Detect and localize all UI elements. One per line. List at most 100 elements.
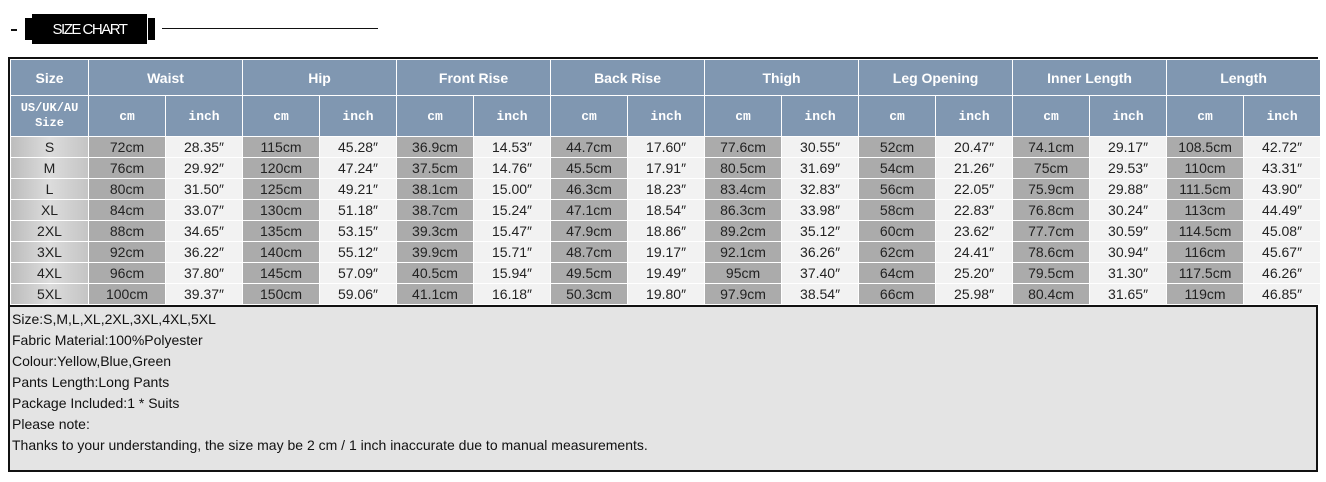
inch-cell: 22.05″ — [935, 178, 1014, 200]
inch-cell: 32.83″ — [781, 178, 860, 200]
cm-cell: 40.5cm — [396, 262, 475, 284]
size-cell: S — [10, 136, 89, 158]
unit-header-inch: inch — [164, 95, 244, 137]
cm-cell: 150cm — [242, 283, 321, 305]
inch-cell: 31.65″ — [1089, 283, 1168, 305]
inch-cell: 38.54″ — [781, 283, 860, 305]
inch-cell: 28.35″ — [164, 136, 244, 158]
product-notes: Size:S,M,L,XL,2XL,3XL,4XL,5XL Fabric Mate… — [10, 305, 1316, 456]
size-cell: 2XL — [10, 220, 89, 242]
cm-cell: 135cm — [242, 220, 321, 242]
cm-cell: 80.4cm — [1012, 283, 1091, 305]
note-line: Colour:Yellow,Blue,Green — [12, 353, 172, 369]
cm-cell: 47.1cm — [550, 199, 629, 221]
inch-cell: 36.22″ — [164, 241, 244, 263]
inch-cell: 35.12″ — [781, 220, 860, 242]
unit-header-row: US/UK/AU Size cm inch cm inch cm inch cm inch cm i… — [10, 95, 1322, 137]
unit-header-inch: inch — [781, 95, 860, 137]
cm-cell: 115cm — [242, 136, 321, 158]
cm-cell: 96cm — [88, 262, 166, 284]
inch-cell: 15.00″ — [473, 178, 552, 200]
inch-cell: 51.18″ — [319, 199, 398, 221]
unit-header-inch: inch — [935, 95, 1014, 137]
table-row: 3XL 92cm 36.22″ 140cm 55.12″ 39.9cm 15.71″ 48.7… — [10, 241, 1322, 263]
cm-cell: 49.5cm — [550, 262, 629, 284]
inch-cell: 37.80″ — [164, 262, 244, 284]
inch-cell: 39.37″ — [164, 283, 244, 305]
inch-cell: 29.88″ — [1089, 178, 1168, 200]
group-header-thigh: Thigh — [704, 59, 860, 96]
cm-cell: 79.5cm — [1012, 262, 1091, 284]
unit-header-inch: inch — [1089, 95, 1168, 137]
cm-cell: 36.9cm — [396, 136, 475, 158]
table-row: 2XL 88cm 34.65″ 135cm 53.15″ 39.3cm 15.47″ 47.9… — [10, 220, 1322, 242]
inch-cell: 19.17″ — [627, 241, 706, 263]
cm-cell: 37.5cm — [396, 157, 475, 179]
cm-cell: 39.3cm — [396, 220, 475, 242]
group-header-inner-length: Inner Length — [1012, 59, 1168, 96]
inch-cell: 45.67″ — [1243, 241, 1322, 263]
inch-cell: 31.69″ — [781, 157, 860, 179]
inch-cell: 21.26″ — [935, 157, 1014, 179]
cm-cell: 119cm — [1166, 283, 1245, 305]
unit-header-cm: cm — [704, 95, 783, 137]
inch-cell: 36.26″ — [781, 241, 860, 263]
inch-cell: 53.15″ — [319, 220, 398, 242]
table-row: 5XL 100cm 39.37″ 150cm 59.06″ 41.1cm 16.18″ 50.… — [10, 283, 1322, 305]
inch-cell: 15.94″ — [473, 262, 552, 284]
unit-header-cm: cm — [1166, 95, 1245, 137]
note-line: Size:S,M,L,XL,2XL,3XL,4XL,5XL — [12, 311, 216, 327]
cm-cell: 83.4cm — [704, 178, 783, 200]
inch-cell: 25.20″ — [935, 262, 1014, 284]
inch-cell: 30.94″ — [1089, 241, 1168, 263]
group-header-front-rise: Front Rise — [396, 59, 552, 96]
cm-cell: 38.7cm — [396, 199, 475, 221]
inch-cell: 22.83″ — [935, 199, 1014, 221]
cm-cell: 48.7cm — [550, 241, 629, 263]
inch-cell: 19.80″ — [627, 283, 706, 305]
banner-rule — [162, 28, 378, 29]
cm-cell: 92.1cm — [704, 241, 783, 263]
cm-cell: 100cm — [88, 283, 166, 305]
size-subheader-line2: Size — [35, 116, 64, 130]
cm-cell: 86.3cm — [704, 199, 783, 221]
size-cell: M — [10, 157, 89, 179]
cm-cell: 125cm — [242, 178, 321, 200]
cm-cell: 77.7cm — [1012, 220, 1091, 242]
cm-cell: 72cm — [88, 136, 166, 158]
cm-cell: 80cm — [88, 178, 166, 200]
inch-cell: 59.06″ — [319, 283, 398, 305]
group-header-back-rise: Back Rise — [550, 59, 706, 96]
inch-cell: 30.55″ — [781, 136, 860, 158]
inch-cell: 24.41″ — [935, 241, 1014, 263]
cm-cell: 52cm — [858, 136, 937, 158]
cm-cell: 88cm — [88, 220, 166, 242]
note-line: Please note: — [12, 416, 90, 432]
size-chart-frame: Size Waist Hip Front Rise Back Rise Thigh Leg… — [8, 57, 1322, 472]
banner-dash — [11, 29, 17, 31]
unit-header-inch: inch — [627, 95, 706, 137]
cm-cell: 75cm — [1012, 157, 1091, 179]
table-row: M 76cm 29.92″ 120cm 47.24″ 37.5cm 14.76″ 45.5cm… — [10, 157, 1322, 179]
cm-cell: 130cm — [242, 199, 321, 221]
inch-cell: 37.40″ — [781, 262, 860, 284]
inch-cell: 43.31″ — [1243, 157, 1322, 179]
cm-cell: 46.3cm — [550, 178, 629, 200]
cm-cell: 50.3cm — [550, 283, 629, 305]
cm-cell: 75.9cm — [1012, 178, 1091, 200]
cm-cell: 145cm — [242, 262, 321, 284]
unit-header-cm: cm — [858, 95, 937, 137]
cm-cell: 140cm — [242, 241, 321, 263]
cm-cell: 74.1cm — [1012, 136, 1091, 158]
cm-cell: 38.1cm — [396, 178, 475, 200]
cm-cell: 78.6cm — [1012, 241, 1091, 263]
inch-cell: 44.49″ — [1243, 199, 1322, 221]
note-line: Thanks to your understanding, the size m… — [12, 437, 648, 453]
size-cell: 5XL — [10, 283, 89, 305]
cm-cell: 66cm — [858, 283, 937, 305]
inch-cell: 45.08″ — [1243, 220, 1322, 242]
cm-cell: 60cm — [858, 220, 937, 242]
inch-cell: 29.92″ — [164, 157, 244, 179]
table-row: S 72cm 28.35″ 115cm 45.28″ 36.9cm 14.53″ 44.7cm… — [10, 136, 1322, 158]
inch-cell: 34.65″ — [164, 220, 244, 242]
